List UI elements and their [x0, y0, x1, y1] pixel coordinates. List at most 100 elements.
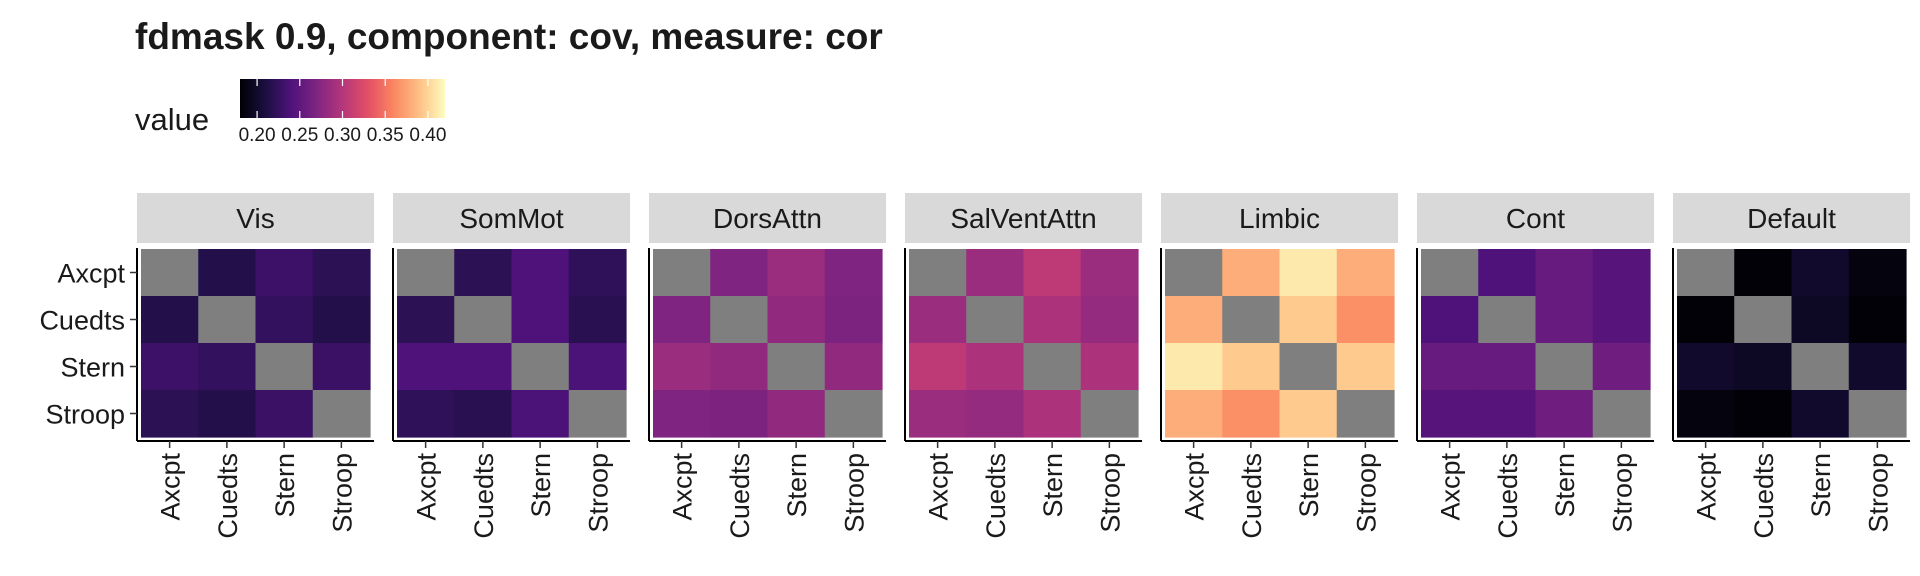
heatmap-cell [1791, 390, 1850, 438]
facet-strip [1673, 193, 1910, 243]
heatmap-cell [767, 296, 826, 344]
legend: value 0.20 0.25 0.30 0.35 0.40 [135, 79, 446, 146]
facet-cont: Cont Axcpt Cuedts Stern Stroop [1416, 193, 1654, 539]
heatmap-cell [141, 249, 199, 297]
heatmap-cell [568, 390, 627, 438]
heatmap-cell [767, 343, 826, 391]
heatmap-cell [255, 390, 314, 438]
heatmap-cell [198, 390, 257, 438]
x-tick-label: Stern [1038, 453, 1068, 518]
heatmap-cell [1848, 390, 1907, 438]
facet-strip-label: SalVentAttn [950, 203, 1096, 234]
x-tick-label: Axcpt [412, 453, 442, 521]
facet-salventattn: SalVentAttn Axcpt Cuedts Stern Stroop [904, 193, 1142, 539]
heatmap-cell [198, 249, 257, 297]
heatmap-cell [909, 343, 967, 391]
x-tick-label: Cuedts [1493, 453, 1523, 539]
facet-sommot: SomMot Axcpt Cuedts Stern Stroop [392, 193, 630, 539]
heatmap-cell [1336, 296, 1395, 344]
y-tick-label: Stroop [45, 400, 125, 430]
heatmap-cell [1421, 390, 1479, 438]
heatmap-cell [824, 296, 883, 344]
heatmap-cell [824, 343, 883, 391]
x-tick-label: Stroop [583, 453, 613, 533]
legend-tick-label: 0.35 [367, 125, 404, 146]
heatmap-cell [1222, 390, 1281, 438]
heatmap-cell [1222, 249, 1281, 297]
heatmap-cell [1279, 296, 1338, 344]
heatmap-cell [1734, 296, 1793, 344]
heatmap-cell [1336, 249, 1395, 297]
heatmap-cell [397, 343, 455, 391]
heatmap-cell [1279, 249, 1338, 297]
heatmap-cell [1734, 249, 1793, 297]
heatmap-cell [824, 249, 883, 297]
heatmap-cell [1734, 390, 1793, 438]
heatmap-cell [710, 343, 769, 391]
heatmap-cell [255, 343, 314, 391]
heatmap-cell [966, 390, 1025, 438]
heatmap-cell [511, 249, 570, 297]
facet-dorsattn: DorsAttn Axcpt Cuedts Stern Stroop [648, 193, 886, 539]
heatmap-cell [198, 296, 257, 344]
heatmap-cell [1165, 343, 1223, 391]
x-tick-label: Stern [270, 453, 300, 518]
heatmap-cell [1734, 343, 1793, 391]
heatmap-cell [1535, 343, 1594, 391]
heatmap-cell [1677, 343, 1735, 391]
facet-limbic: Limbic Axcpt Cuedts Stern Stroop [1160, 193, 1398, 539]
heatmap-cell [1165, 390, 1223, 438]
heatmap-cell [1677, 296, 1735, 344]
heatmap-cell [312, 296, 371, 344]
facet-strip-label: Vis [236, 203, 274, 234]
x-tick-label: Axcpt [1436, 453, 1466, 521]
heatmap-cell [1222, 343, 1281, 391]
x-tick-label: Axcpt [668, 453, 698, 521]
heatmap-cell [511, 343, 570, 391]
heatmap-cell [1592, 249, 1651, 297]
heatmap-cell [1279, 390, 1338, 438]
heatmap-cell [710, 296, 769, 344]
facet-vis: Vis Axcpt Cuedts Stern Stroop Axcpt Cuedts Ster… [39, 193, 374, 539]
heatmap-cell [1848, 296, 1907, 344]
heatmap-cell [1080, 390, 1139, 438]
heatmap-cell [966, 296, 1025, 344]
heatmap-cell [568, 296, 627, 344]
heatmap-cell [141, 343, 199, 391]
heatmap-cell [710, 249, 769, 297]
x-tick-label: Stroop [1863, 453, 1893, 533]
heatmap-cell [397, 390, 455, 438]
x-tick-label: Stroop [1095, 453, 1125, 533]
facet-strip-label: Default [1747, 203, 1836, 234]
x-tick-label: Stern [526, 453, 556, 518]
heatmap-cell [1080, 249, 1139, 297]
heatmap-cell [1848, 249, 1907, 297]
facet-strip-label: SomMot [459, 203, 563, 234]
facet-strip [1161, 193, 1398, 243]
heatmap-cell [1592, 390, 1651, 438]
heatmap-cell [312, 390, 371, 438]
heatmap-cell [966, 343, 1025, 391]
heatmap-cell [141, 390, 199, 438]
facet-strip-label: DorsAttn [713, 203, 822, 234]
heatmap-cell [1080, 296, 1139, 344]
heatmap-cell [1677, 390, 1735, 438]
legend-ticks: 0.20 0.25 0.30 0.35 0.40 [239, 79, 446, 146]
heatmap-cell [767, 390, 826, 438]
legend-title: value [135, 102, 209, 137]
x-tick-label: Stern [1294, 453, 1324, 518]
x-tick-label: Cuedts [725, 453, 755, 539]
heatmap-cell [1336, 390, 1395, 438]
x-tick-label: Cuedts [469, 453, 499, 539]
heatmap-cell [1535, 296, 1594, 344]
x-tick-label: Axcpt [1692, 453, 1722, 521]
chart-title: fdmask 0.9, component: cov, measure: cor [135, 16, 883, 57]
heatmap-cell [511, 390, 570, 438]
x-tick-label: Stern [1806, 453, 1836, 518]
heatmap-cell [1791, 296, 1850, 344]
heatmap-cell [1478, 343, 1537, 391]
heatmap-cell [454, 296, 513, 344]
heatmap-cell [1023, 343, 1082, 391]
heatmap-cell [1222, 296, 1281, 344]
